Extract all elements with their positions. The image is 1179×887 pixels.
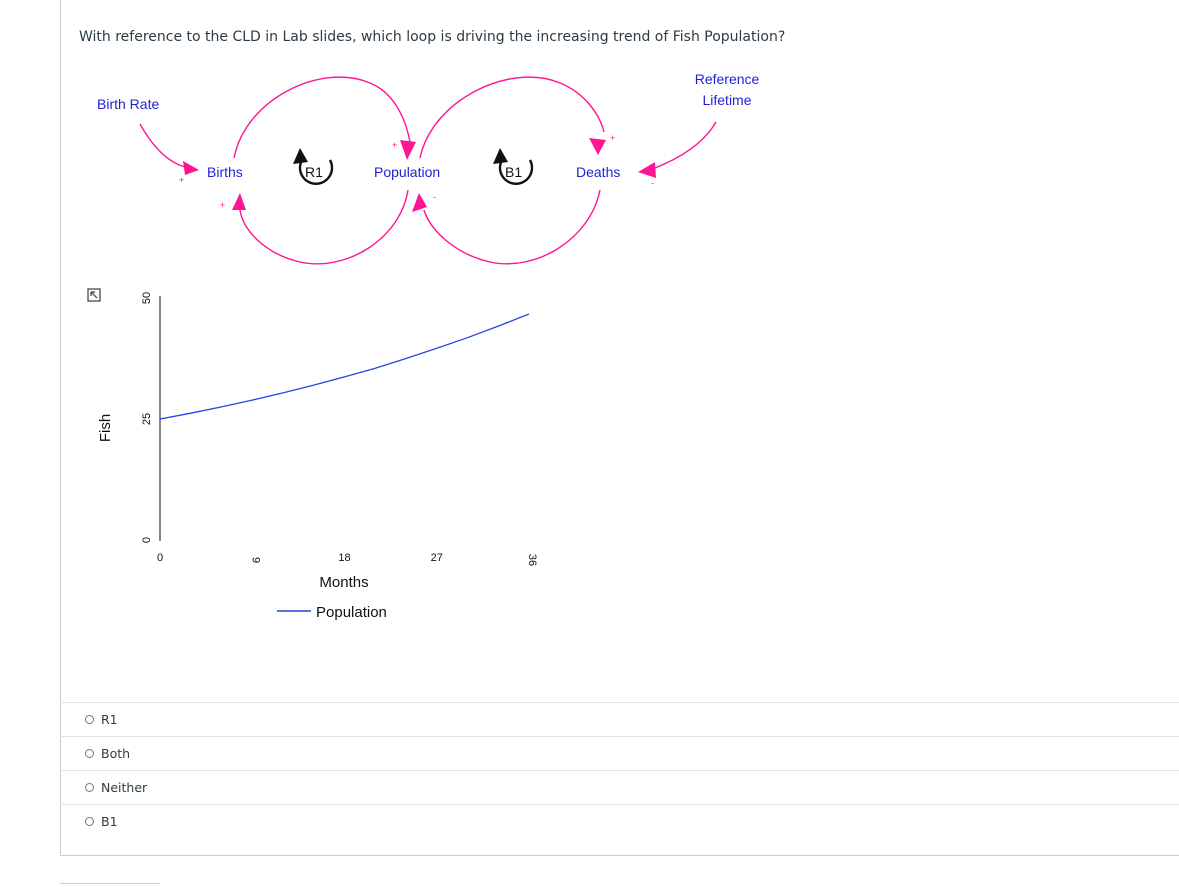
x-ticks: 0 9 18 27 36 <box>157 552 538 566</box>
arrowhead <box>232 193 246 210</box>
arrowhead <box>400 140 416 160</box>
radio-button[interactable] <box>85 715 94 724</box>
arrowhead <box>589 138 606 155</box>
link-deaths-population <box>423 189 601 265</box>
option-b1[interactable]: B1 <box>60 804 1179 838</box>
loop-r1-arrowhead <box>293 148 308 164</box>
question-text: With reference to the CLD in Lab slides,… <box>79 29 786 45</box>
y-tick-label: 0 <box>141 537 153 543</box>
loop-b1-arrowhead <box>493 148 508 164</box>
option-r1[interactable]: R1 <box>60 702 1179 736</box>
x-tick-label: 9 <box>249 557 261 563</box>
radio-button[interactable] <box>85 749 94 758</box>
y-tick-label: 50 <box>141 292 153 304</box>
bottom-divider <box>60 883 160 887</box>
loop-r1-label: R1 <box>305 164 323 180</box>
population-label: Population <box>374 164 440 180</box>
y-ticks: 0 25 50 <box>141 292 153 543</box>
sign-minus: - <box>433 192 436 202</box>
radio-button[interactable] <box>85 817 94 826</box>
y-tick-label: 25 <box>141 413 153 425</box>
loop-b1-label: B1 <box>505 164 522 180</box>
x-tick-label: 0 <box>157 552 163 564</box>
question-frame <box>60 0 1179 856</box>
x-tick-label: 18 <box>338 552 350 564</box>
option-both[interactable]: Both <box>60 736 1179 770</box>
link-births-population <box>233 76 411 159</box>
radio-button[interactable] <box>85 783 94 792</box>
reference-lifetime-label-1: Reference <box>695 71 760 87</box>
link-birthrate-births <box>139 123 186 168</box>
answer-options: R1 Both Neither B1 <box>60 702 1179 838</box>
x-axis-title: Months <box>319 574 368 591</box>
option-label: Both <box>101 746 131 761</box>
option-label: R1 <box>101 712 118 727</box>
loop-r1-arrow <box>298 159 334 185</box>
sign-plus: + <box>179 175 184 185</box>
x-tick-label: 27 <box>431 552 443 564</box>
expand-icon[interactable] <box>87 288 101 302</box>
x-tick-label: 36 <box>526 554 538 566</box>
y-axis-title: Fish <box>97 414 114 442</box>
series-line-population <box>159 313 530 420</box>
arrowhead <box>638 162 656 178</box>
sign-plus: + <box>220 200 225 210</box>
option-label: B1 <box>101 814 118 829</box>
link-population-deaths <box>419 76 605 159</box>
arrowhead <box>412 193 427 212</box>
arrowhead <box>183 161 199 175</box>
deaths-label: Deaths <box>576 164 620 180</box>
birth-rate-label: Birth Rate <box>97 96 159 112</box>
link-population-births <box>239 189 409 265</box>
legend-label-population: Population <box>316 604 387 621</box>
births-label: Births <box>207 164 243 180</box>
link-lifetime-deaths <box>654 121 717 169</box>
diagram-and-chart: Birth Rate Births Population Deaths Refe… <box>87 71 760 621</box>
sign-minus: - <box>651 178 654 188</box>
sign-plus: + <box>610 133 615 143</box>
loop-b1-arrow <box>498 159 534 185</box>
sign-plus: + <box>392 140 397 150</box>
option-label: Neither <box>101 780 148 795</box>
reference-lifetime-label-2: Lifetime <box>702 92 751 108</box>
option-neither[interactable]: Neither <box>60 770 1179 804</box>
